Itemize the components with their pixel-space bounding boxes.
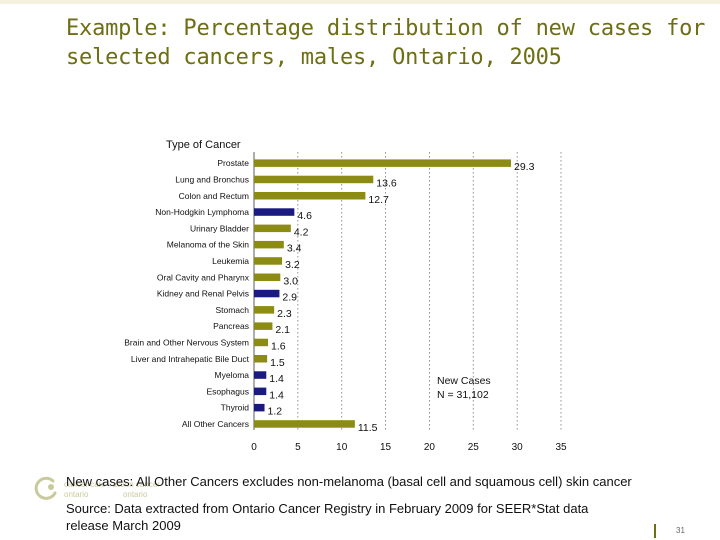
logo-text-right-2: ontario [122,490,148,499]
category-label: Prostate [217,158,249,168]
x-tick-label: 15 [380,442,392,453]
category-label: Oral Cavity and Pharynx [157,272,250,282]
category-label: Kidney and Renal Pelvis [157,289,249,299]
bar [254,273,281,281]
bar [254,355,268,363]
value-label: 29.3 [514,161,535,173]
bar [254,224,291,233]
bar [254,289,280,298]
value-label: 3.4 [287,243,302,255]
bar [254,322,273,330]
bar [254,306,275,314]
bar [254,338,269,347]
footnote-exclusion: New cases: All Other Cancers excludes no… [66,474,632,489]
footnote-source-line2: release March 2009 [66,518,181,533]
x-tick-label: 25 [468,442,480,453]
bar [254,257,283,265]
chart-bars [254,159,512,428]
logo-swirl-icon [34,476,57,500]
bar [254,371,267,379]
x-tick-label: 10 [336,442,348,453]
value-label: 4.2 [294,226,309,238]
value-label: 1.2 [268,406,283,418]
cancer-care-ontario-logo: cancer care | action cancer ontario onta… [34,474,164,504]
category-label: Non-Hodgkin Lymphoma [155,207,249,217]
logo-text-right-1: action cancer [112,480,160,489]
value-label: 2.1 [275,324,290,336]
value-label: 2.9 [282,292,297,304]
x-tick-label: 0 [251,442,257,453]
footnote-source-line1: Source: Data extracted from Ontario Canc… [66,501,589,516]
value-label: 3.0 [283,275,298,287]
category-label: Liver and Intrahepatic Bile Duct [131,354,250,364]
category-label: Colon and Rectum [179,191,249,201]
slide-title: Example: Percentage distribution of new … [66,16,706,70]
category-label: Esophagus [206,386,249,396]
value-label: 1.6 [271,340,286,352]
value-label: 11.5 [358,422,378,434]
category-label: Myeloma [215,370,250,380]
bar-chart: 0 5 10 15 20 25 30 35 Prostate 29.3 Lung and Bronc… [124,139,567,453]
bar [254,192,366,200]
bar [254,208,295,216]
category-label: Thyroid [221,403,250,413]
value-label: 1.4 [269,373,284,385]
page-number-divider [654,524,656,538]
value-label: 4.6 [297,210,312,222]
bar [254,240,284,249]
x-tick-label: 5 [295,442,301,453]
annotation-new-cases: New Cases [437,375,491,387]
bar [254,387,267,396]
category-label: Lung and Bronchus [175,174,249,184]
category-label: Leukemia [212,256,249,266]
axis-title: Type of Cancer [166,139,241,151]
value-label: 13.6 [376,177,397,189]
value-label: 3.2 [285,259,300,271]
x-tick-label: 30 [512,442,524,453]
chart-labels: 0 5 10 15 20 25 30 35 Prostate 29.3 Lung and Bronc… [124,158,567,453]
category-label: Stomach [215,305,249,315]
value-label: 1.5 [270,357,285,369]
bar [254,159,512,167]
value-label: 12.7 [368,194,389,206]
top-accent-strip [0,0,720,4]
logo-text-left-2: ontario [64,490,89,499]
category-label: Melanoma of the Skin [167,240,249,250]
page-number: 31 [676,526,685,535]
bar [254,420,355,428]
value-label: 1.4 [269,389,284,401]
bar [254,175,374,184]
category-label: All Other Cancers [182,419,249,429]
x-tick-label: 20 [424,442,436,453]
category-label: Pancreas [213,321,249,331]
value-label: 2.3 [277,308,292,320]
x-tick-label: 35 [555,442,567,453]
category-label: Brain and Other Nervous System [124,337,249,347]
bar [254,403,265,412]
category-label: Urinary Bladder [190,223,249,233]
logo-text-left-1: cancer care [64,480,106,489]
annotation-total: N = 31,102 [437,389,489,401]
